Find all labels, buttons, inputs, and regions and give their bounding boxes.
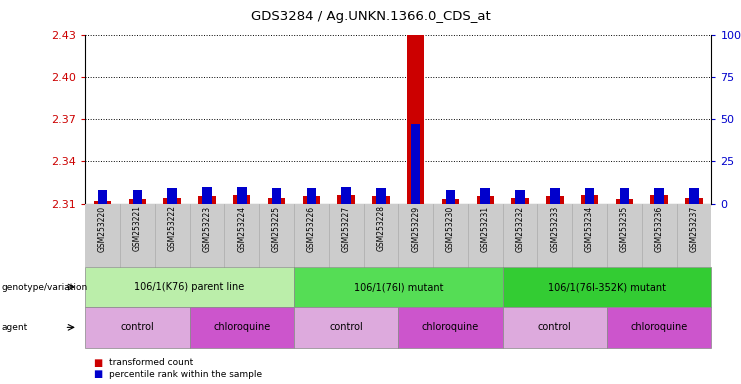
Bar: [98, 190, 107, 204]
Text: chloroquine: chloroquine: [213, 322, 270, 333]
Bar: [654, 188, 664, 204]
Text: agent: agent: [1, 323, 27, 332]
Text: GSM253237: GSM253237: [689, 205, 699, 252]
Bar: [515, 190, 525, 204]
Bar: [511, 198, 529, 204]
Text: GSM253224: GSM253224: [237, 205, 246, 252]
Text: 106/1(K76) parent line: 106/1(K76) parent line: [134, 282, 245, 292]
Text: transformed count: transformed count: [109, 358, 193, 367]
Bar: [199, 197, 216, 204]
Text: percentile rank within the sample: percentile rank within the sample: [109, 370, 262, 379]
Bar: [616, 199, 633, 204]
Text: 106/1(76I-352K) mutant: 106/1(76I-352K) mutant: [548, 282, 666, 292]
Text: chloroquine: chloroquine: [422, 322, 479, 333]
Bar: [585, 188, 594, 204]
Bar: [546, 197, 563, 204]
Bar: [442, 199, 459, 204]
Bar: [619, 188, 629, 204]
Bar: [372, 197, 390, 204]
Text: GSM253236: GSM253236: [655, 205, 664, 252]
Bar: [129, 199, 146, 204]
Bar: [94, 201, 111, 204]
Text: GSM253221: GSM253221: [133, 205, 142, 252]
Text: GSM253223: GSM253223: [202, 205, 211, 252]
Text: 106/1(76I) mutant: 106/1(76I) mutant: [353, 282, 443, 292]
Text: ■: ■: [93, 358, 102, 368]
Text: GSM253225: GSM253225: [272, 205, 281, 252]
Bar: [476, 197, 494, 204]
Bar: [202, 187, 212, 204]
Bar: [342, 187, 351, 204]
Text: GSM253232: GSM253232: [516, 205, 525, 252]
Bar: [480, 188, 490, 204]
Text: GSM253227: GSM253227: [342, 205, 350, 252]
Text: ■: ■: [93, 369, 102, 379]
Text: GSM253234: GSM253234: [585, 205, 594, 252]
Text: GSM253235: GSM253235: [620, 205, 629, 252]
Bar: [685, 198, 702, 204]
Bar: [272, 188, 282, 204]
Text: GSM253222: GSM253222: [167, 205, 176, 252]
Text: GSM253231: GSM253231: [481, 205, 490, 252]
Bar: [237, 187, 247, 204]
Bar: [302, 197, 320, 204]
Bar: [233, 195, 250, 204]
Text: genotype/variation: genotype/variation: [1, 283, 87, 291]
Bar: [307, 188, 316, 204]
Bar: [445, 190, 455, 204]
Bar: [164, 198, 181, 204]
Text: GSM253226: GSM253226: [307, 205, 316, 252]
Text: GSM253230: GSM253230: [446, 205, 455, 252]
Bar: [167, 188, 177, 204]
Bar: [407, 28, 425, 204]
Text: GSM253220: GSM253220: [98, 205, 107, 252]
Bar: [337, 195, 355, 204]
Bar: [550, 188, 559, 204]
Bar: [133, 190, 142, 204]
Bar: [411, 124, 420, 204]
Text: GSM253233: GSM253233: [551, 205, 559, 252]
Text: control: control: [329, 322, 363, 333]
Text: control: control: [538, 322, 572, 333]
Text: GSM253228: GSM253228: [376, 205, 385, 252]
Bar: [581, 195, 598, 204]
Text: GSM253229: GSM253229: [411, 205, 420, 252]
Bar: [268, 198, 285, 204]
Text: control: control: [121, 322, 154, 333]
Bar: [689, 188, 699, 204]
Bar: [376, 188, 385, 204]
Bar: [651, 195, 668, 204]
Text: chloroquine: chloroquine: [631, 322, 688, 333]
Text: GDS3284 / Ag.UNKN.1366.0_CDS_at: GDS3284 / Ag.UNKN.1366.0_CDS_at: [250, 10, 491, 23]
